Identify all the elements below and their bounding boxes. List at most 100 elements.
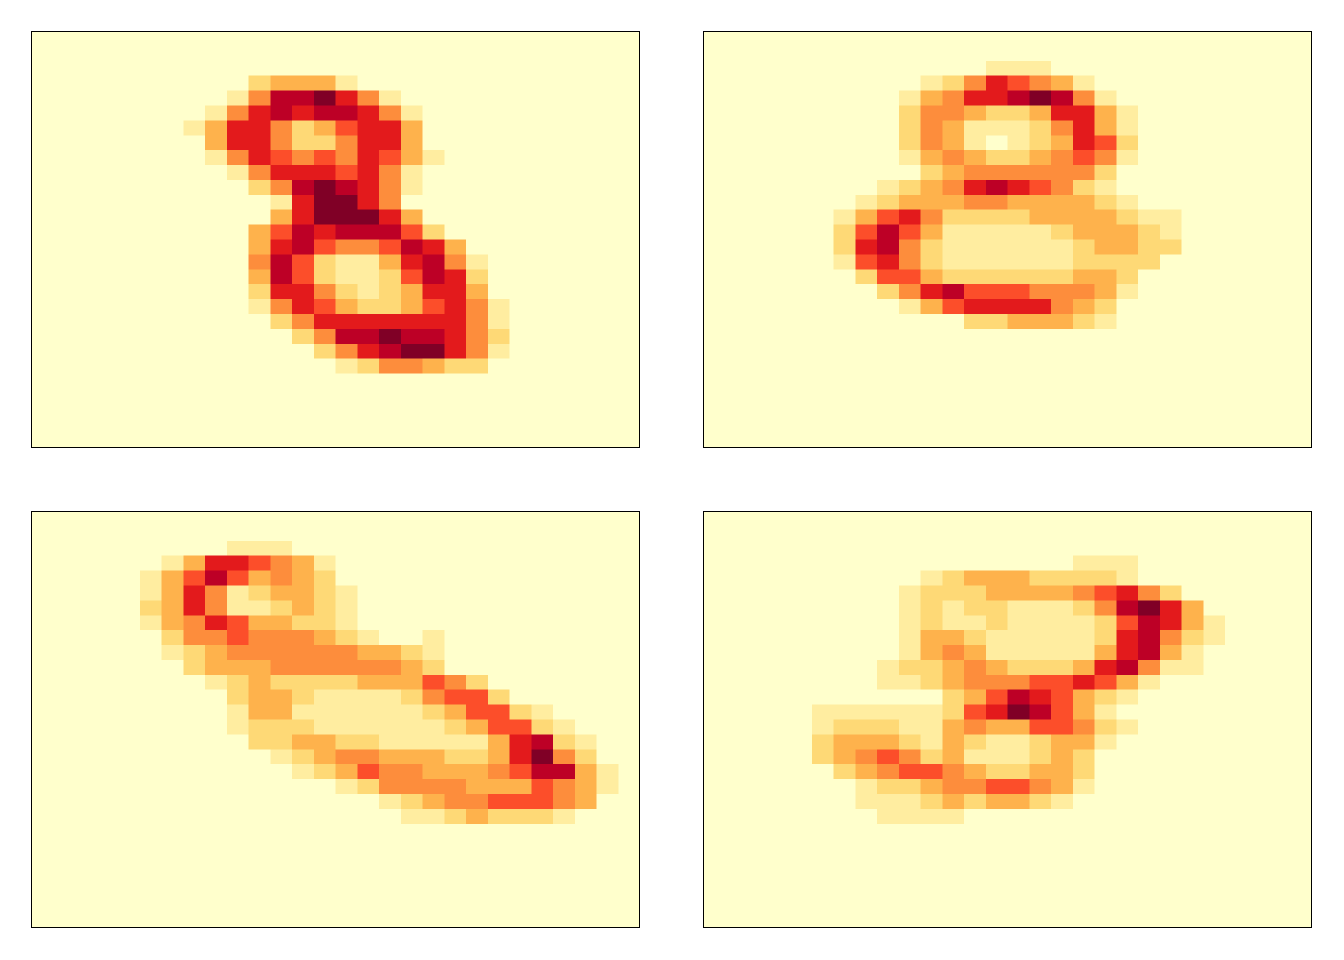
heatmap-cell: [422, 358, 445, 375]
heatmap-cell: [855, 299, 878, 315]
heatmap-cell: [1159, 388, 1183, 404]
heatmap-cell: [183, 913, 206, 928]
heatmap-cell: [313, 734, 337, 750]
heatmap-cell: [1094, 570, 1117, 587]
heatmap-cell: [811, 615, 835, 631]
heatmap-cell: [1094, 749, 1117, 765]
heatmap-cell: [1072, 704, 1096, 721]
heatmap-cell: [313, 704, 337, 721]
heatmap-cell: [248, 150, 271, 166]
heatmap-cell: [1159, 645, 1183, 661]
heatmap-cell: [96, 343, 119, 360]
heatmap-cell: [724, 105, 748, 121]
heatmap-cell: [985, 898, 1009, 914]
heatmap-cell: [724, 313, 748, 330]
heatmap-cell: [618, 913, 640, 928]
heatmap-cell: [985, 269, 1009, 285]
heatmap-cell: [444, 630, 467, 646]
heatmap-cell: [379, 254, 402, 270]
heatmap-cell: [553, 60, 576, 77]
heatmap-cell: [1116, 540, 1139, 557]
heatmap-cell: [898, 105, 922, 121]
heatmap-cell: [703, 630, 726, 646]
heatmap-cell: [400, 60, 424, 77]
heatmap-cell: [1203, 120, 1226, 136]
heatmap-cell: [877, 600, 900, 616]
heatmap-cell: [74, 913, 97, 928]
heatmap-cell: [985, 135, 1009, 151]
heatmap-cell: [1225, 194, 1248, 211]
heatmap-cell: [118, 779, 141, 795]
heatmap-cell: [531, 749, 554, 765]
heatmap-cell: [596, 898, 619, 914]
heatmap-cell: [790, 135, 813, 151]
heatmap-cell: [74, 284, 97, 300]
heatmap-cell: [183, 254, 206, 270]
heatmap-cell: [855, 165, 878, 181]
heatmap-cell: [964, 719, 987, 735]
heatmap-cell: [877, 511, 900, 527]
heatmap-cell: [379, 403, 402, 419]
heatmap-cell: [1268, 898, 1291, 914]
heatmap-cell: [1029, 674, 1052, 691]
heatmap-cell: [118, 194, 141, 211]
heatmap-cell: [74, 525, 97, 542]
heatmap-cell: [942, 689, 965, 706]
heatmap-cell: [422, 135, 445, 151]
heatmap-cell: [1138, 719, 1161, 735]
heatmap-cell: [531, 808, 554, 825]
heatmap-cell: [596, 525, 619, 542]
heatmap-cell: [855, 418, 878, 434]
heatmap-cell: [379, 179, 402, 196]
heatmap-cell: [31, 328, 54, 345]
heatmap-cell: [205, 90, 228, 107]
heatmap-cell: [205, 313, 228, 330]
heatmap-cell: [768, 823, 791, 840]
heatmap-cell: [1116, 90, 1139, 107]
heatmap-cell: [1225, 511, 1248, 527]
heatmap-cell: [985, 883, 1009, 899]
heatmap-cell: [1051, 179, 1074, 196]
heatmap-cell: [574, 31, 598, 47]
heatmap-cell: [1094, 31, 1117, 47]
heatmap-cell: [226, 793, 250, 810]
heatmap-cell: [811, 764, 835, 780]
heatmap-cell: [920, 135, 943, 151]
heatmap-cell: [985, 299, 1009, 315]
heatmap-cell: [379, 373, 402, 390]
heatmap-cell: [1268, 540, 1291, 557]
heatmap-cell: [1159, 585, 1183, 601]
heatmap-cell: [313, 179, 337, 196]
heatmap-cell: [942, 674, 965, 691]
heatmap-cell: [1007, 194, 1030, 211]
heatmap-cell: [313, 570, 337, 587]
heatmap-cell: [444, 418, 467, 434]
heatmap-cell: [790, 540, 813, 557]
heatmap-cell: [746, 105, 769, 121]
heatmap-cell: [1225, 674, 1248, 691]
heatmap-cell: [920, 808, 943, 825]
heatmap-cell: [898, 585, 922, 601]
heatmap-cell: [466, 793, 489, 810]
heatmap-cell: [139, 868, 163, 884]
heatmap-cell: [942, 433, 965, 448]
heatmap-cell: [618, 135, 640, 151]
heatmap-cell: [1094, 793, 1117, 810]
heatmap-cell: [746, 239, 769, 255]
heatmap-cell: [942, 45, 965, 62]
heatmap-cell: [52, 898, 76, 914]
heatmap-cell: [509, 570, 532, 587]
heatmap-cell: [335, 418, 358, 434]
heatmap-cell: [118, 60, 141, 77]
heatmap-cell: [964, 254, 987, 270]
heatmap-cell: [96, 388, 119, 404]
heatmap-cell: [509, 403, 532, 419]
heatmap-cell: [400, 853, 424, 870]
heatmap-cell: [724, 808, 748, 825]
heatmap-cell: [964, 883, 987, 899]
heatmap-cell: [553, 853, 576, 870]
heatmap-cell: [379, 615, 402, 631]
heatmap-cell: [31, 615, 54, 631]
heatmap-cell: [618, 120, 640, 136]
heatmap-cell: [553, 343, 576, 360]
